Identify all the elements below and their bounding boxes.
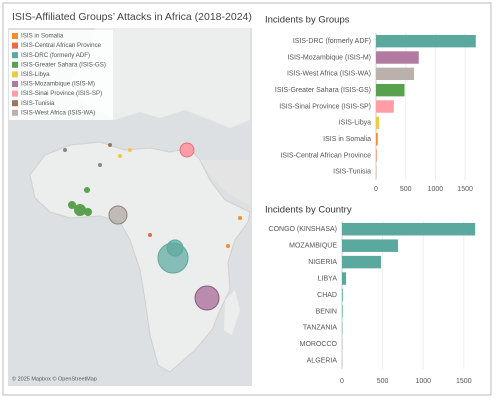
y-tick-label: ISIS-Central African Province bbox=[280, 152, 371, 159]
bar bbox=[342, 223, 475, 235]
legend-swatch bbox=[12, 100, 18, 106]
legend-swatch bbox=[12, 81, 18, 87]
x-tick-label: 500 bbox=[377, 378, 389, 385]
bar bbox=[376, 133, 378, 145]
bar bbox=[342, 305, 343, 317]
legend-swatch bbox=[12, 62, 18, 68]
y-tick-label: ISIS-Greater Sahara (ISIS-GS) bbox=[275, 87, 371, 94]
y-tick-label: MOROCCO bbox=[300, 341, 338, 348]
map-bubble bbox=[118, 154, 122, 158]
map-bubble bbox=[226, 244, 230, 248]
y-tick-label: TANZANIA bbox=[303, 325, 337, 332]
map-bubble bbox=[180, 143, 194, 157]
y-tick-label: ISIS-DRC (formerly ADF) bbox=[293, 38, 371, 45]
bar bbox=[376, 35, 476, 47]
legend-label: ISIS-Mozambique (ISIS-M) bbox=[21, 81, 95, 88]
y-tick-label: ISIS-Mozambique (ISIS-M) bbox=[287, 54, 371, 61]
legend-swatch bbox=[12, 110, 18, 116]
x-tick-label: 500 bbox=[400, 186, 412, 193]
map-bubble bbox=[108, 143, 112, 147]
bar bbox=[342, 272, 346, 284]
y-tick-label: ALGERIA bbox=[307, 358, 338, 365]
legend-label: ISIS-Tunisia bbox=[21, 100, 55, 107]
legend-swatch bbox=[12, 43, 18, 49]
x-tick-label: 0 bbox=[374, 186, 378, 193]
bar bbox=[342, 256, 381, 268]
x-tick-label: 1500 bbox=[457, 186, 473, 193]
legend-label: ISIS-Central African Province bbox=[21, 42, 102, 49]
map-bubble bbox=[195, 286, 219, 310]
map-bubble bbox=[128, 148, 132, 152]
x-tick-label: 0 bbox=[340, 378, 344, 385]
map-bubble bbox=[148, 233, 152, 237]
map: ISIS in Somalia ISIS-Central African Prov… bbox=[8, 28, 252, 386]
bar bbox=[342, 289, 343, 301]
y-tick-label: ISIS-Libya bbox=[339, 120, 371, 127]
y-tick-label: ISIS-Sinai Province (ISIS-SP) bbox=[279, 103, 371, 110]
legend-label: ISIS-Sinai Province (ISIS-SP) bbox=[21, 90, 102, 97]
x-tick-label: 1500 bbox=[456, 378, 472, 385]
map-bubble bbox=[63, 148, 67, 152]
y-tick-label: ISIS-Tunisia bbox=[333, 169, 371, 176]
legend-swatch bbox=[12, 33, 18, 39]
map-bubble bbox=[238, 216, 242, 220]
bar bbox=[376, 149, 377, 161]
dashboard-title: ISIS-Affiliated Groups’ Attacks in Afric… bbox=[12, 11, 252, 23]
x-tick-label: 1000 bbox=[428, 186, 444, 193]
legend-swatch bbox=[12, 52, 18, 58]
map-bubble bbox=[84, 187, 90, 193]
legend-label: ISIS-Libya bbox=[21, 71, 50, 78]
bar bbox=[342, 239, 398, 251]
legend-label: ISIS-Greater Sahara (ISIS-GS) bbox=[21, 61, 106, 68]
y-tick-label: LIBYA bbox=[318, 275, 338, 282]
chart-title: Incidents by Country bbox=[265, 205, 352, 216]
bar bbox=[376, 68, 414, 80]
bar bbox=[376, 117, 379, 129]
y-tick-label: MOZAMBIQUE bbox=[289, 243, 337, 250]
bar bbox=[376, 100, 394, 112]
legend-swatch bbox=[12, 91, 18, 97]
map-bubble bbox=[84, 208, 92, 216]
y-tick-label: ISIS-West Africa (ISIS-WA) bbox=[287, 71, 371, 78]
map-bubble bbox=[68, 201, 76, 209]
legend-swatch bbox=[12, 71, 18, 77]
map-attribution: © 2025 Mapbox © OpenStreetMap bbox=[12, 375, 97, 382]
y-tick-label: ISIS in Somalia bbox=[323, 136, 371, 143]
legend-label: ISIS in Somalia bbox=[21, 33, 64, 40]
legend-label: ISIS-West Africa (ISIS-WA) bbox=[21, 109, 95, 116]
y-tick-label: NIGERIA bbox=[308, 259, 337, 266]
legend-label: ISIS-DRC (formerly ADF) bbox=[21, 52, 90, 59]
y-tick-label: BENIN bbox=[316, 308, 337, 315]
map-bubble bbox=[98, 163, 102, 167]
map-bubble bbox=[109, 206, 127, 224]
bar bbox=[376, 84, 405, 96]
chart-title: Incidents by Groups bbox=[265, 15, 350, 26]
y-tick-label: CHAD bbox=[317, 292, 337, 299]
x-tick-label: 1000 bbox=[415, 378, 431, 385]
bar bbox=[376, 51, 419, 63]
y-tick-label: CONGO (KINSHASA) bbox=[269, 226, 337, 233]
map-bubble bbox=[167, 240, 183, 256]
